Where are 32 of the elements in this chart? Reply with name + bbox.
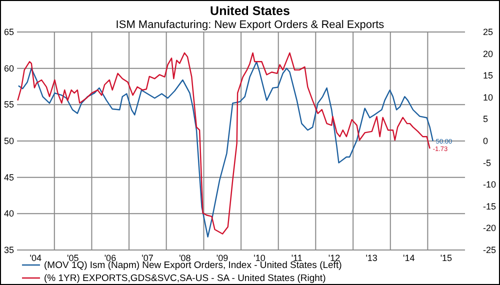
y2-tick-label: 25 <box>483 27 494 37</box>
x-tick-label: '14 <box>403 253 415 263</box>
x-tick-label: '08 <box>179 253 191 263</box>
y2-tick-label: 0 <box>483 136 488 146</box>
x-tick-label: '09 <box>216 253 228 263</box>
y2-tick-label: 15 <box>483 70 494 81</box>
y2-tick-label: -15 <box>483 201 496 212</box>
x-tick-label: '04 <box>30 253 42 263</box>
legend-label: (MOV 1Q) Ism (Napm) New Export Orders, Index - United States (Left) <box>44 260 342 271</box>
y-tick-label: 40 <box>4 208 14 219</box>
y2-tick-label: 5 <box>483 114 488 124</box>
y2-tick-label: -10 <box>483 180 496 190</box>
legend-label: (% 1YR) EXPORTS,GDS&SVC,SA-US - SA - United States (Right) <box>44 273 326 284</box>
y2-tick-label: 10 <box>483 92 494 102</box>
y2-tick-label: 20 <box>483 48 494 59</box>
x-tick-label: '10 <box>254 253 266 263</box>
y2-tick-label: -20 <box>483 223 496 234</box>
y-tick-label: 35 <box>4 245 14 255</box>
chart-subtitle: ISM Manufacturing: New Export Orders & Real Exports <box>116 19 385 31</box>
chart-title: United States <box>210 4 290 18</box>
x-tick-label: '06 <box>104 253 116 263</box>
y-tick-label: 60 <box>4 63 14 74</box>
y2-tick-label: -25 <box>483 245 496 255</box>
y-tick-label: 65 <box>4 27 14 37</box>
y2-tick-label: -5 <box>483 158 492 168</box>
y-tick-label: 45 <box>4 172 14 182</box>
x-tick-label: '13 <box>366 253 378 263</box>
y-tick-label: 50 <box>4 136 14 146</box>
x-tick-label: '15 <box>440 253 452 263</box>
y-tick-label: 55 <box>4 100 14 110</box>
x-tick-label: '07 <box>142 253 154 263</box>
x-tick-label: '05 <box>67 253 79 263</box>
